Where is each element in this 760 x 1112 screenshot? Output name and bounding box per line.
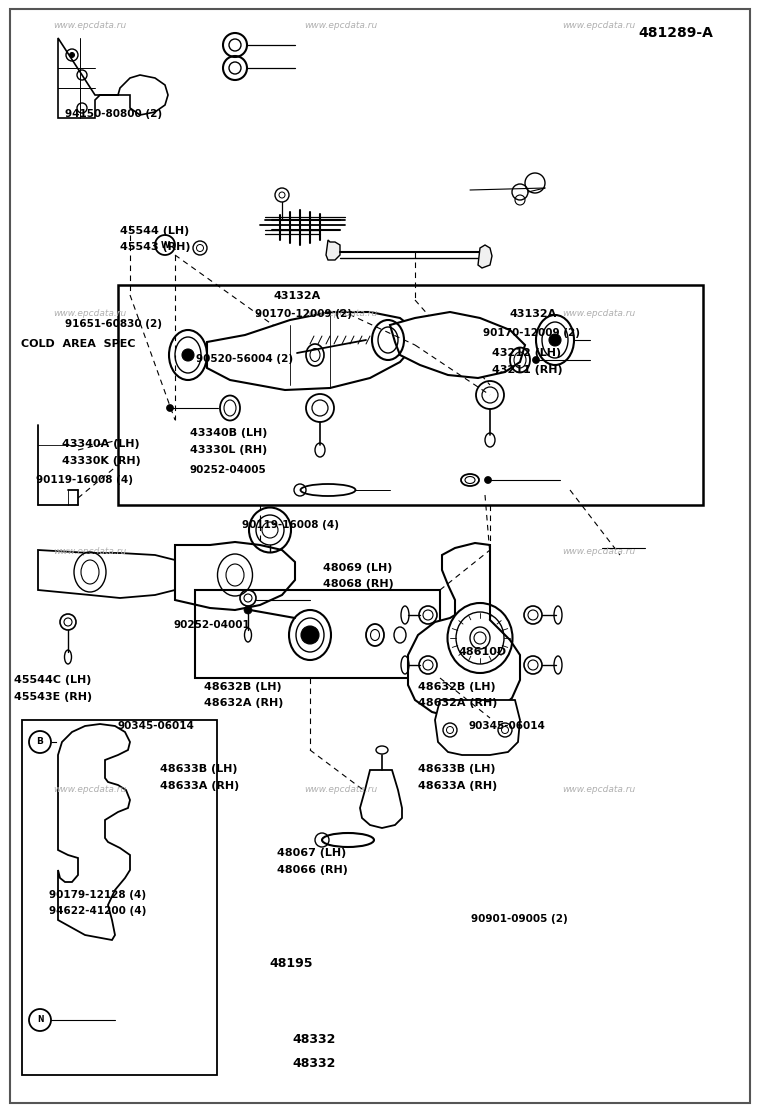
Text: 43211 (RH): 43211 (RH) [492,365,563,375]
Circle shape [549,334,561,346]
Text: www.epcdata.ru: www.epcdata.ru [304,785,377,794]
Polygon shape [478,245,492,268]
Circle shape [301,626,319,644]
Text: 94150-80800 (2): 94150-80800 (2) [65,109,162,119]
Text: 43212 (LH): 43212 (LH) [492,348,562,358]
Text: 48633A (RH): 48633A (RH) [418,781,497,791]
Text: 90345-06014: 90345-06014 [469,721,546,731]
Text: 90119-16008 (4): 90119-16008 (4) [36,475,134,485]
Text: 43340B (LH): 43340B (LH) [190,428,268,438]
Text: 48632A (RH): 48632A (RH) [204,698,283,708]
Text: 48069 (LH): 48069 (LH) [323,563,392,573]
Text: 94622-41200 (4): 94622-41200 (4) [49,906,147,916]
Polygon shape [38,550,175,598]
Text: 91651-60830 (2): 91651-60830 (2) [65,319,162,329]
Bar [118,285,703,505]
Text: 90901-09005 (2): 90901-09005 (2) [471,914,568,924]
Text: 48195: 48195 [270,957,313,970]
Circle shape [166,405,173,411]
Polygon shape [58,38,168,118]
Text: 48633B (LH): 48633B (LH) [418,764,496,774]
Text: 48632B (LH): 48632B (LH) [204,682,281,692]
Text: www.epcdata.ru: www.epcdata.ru [562,547,635,556]
Text: 43340A (LH): 43340A (LH) [62,439,140,449]
Text: 90119-16008 (4): 90119-16008 (4) [242,520,339,530]
Text: 48610D: 48610D [458,647,506,657]
Text: 90345-06014: 90345-06014 [118,721,195,731]
Text: 48633A (RH): 48633A (RH) [160,781,239,791]
Polygon shape [360,770,402,828]
Polygon shape [408,543,520,718]
Text: www.epcdata.ru: www.epcdata.ru [53,547,126,556]
Polygon shape [175,542,295,610]
Text: 90170-12009 (2): 90170-12009 (2) [483,328,580,338]
Text: 48068 (RH): 48068 (RH) [323,579,394,589]
Circle shape [533,357,540,364]
Text: 45543E (RH): 45543E (RH) [14,692,92,702]
Polygon shape [390,312,525,378]
Text: 45543 (RH): 45543 (RH) [120,242,191,252]
Text: 90252-04005: 90252-04005 [190,465,267,475]
Text: 90252-04001: 90252-04001 [173,620,250,631]
Text: 48633B (LH): 48633B (LH) [160,764,237,774]
Text: 48332: 48332 [293,1033,336,1045]
Text: 43132A: 43132A [274,291,321,301]
Text: 48332: 48332 [293,1058,336,1070]
Text: 45544C (LH): 45544C (LH) [14,675,91,685]
Text: www.epcdata.ru: www.epcdata.ru [53,785,126,794]
Circle shape [182,349,194,361]
Text: 48066 (RH): 48066 (RH) [277,865,348,875]
Text: www.epcdata.ru: www.epcdata.ru [562,309,635,318]
Text: W: W [160,240,169,249]
Text: COLD  AREA  SPEC: COLD AREA SPEC [21,339,136,349]
Circle shape [69,52,74,58]
Text: 48632B (LH): 48632B (LH) [418,682,496,692]
Text: 90170-12009 (2): 90170-12009 (2) [255,309,352,319]
Circle shape [244,606,252,614]
Text: 90179-12128 (4): 90179-12128 (4) [49,890,147,900]
Text: 481289-A: 481289-A [638,26,714,40]
Text: B: B [36,737,43,746]
Text: 48067 (LH): 48067 (LH) [277,848,347,858]
Polygon shape [58,724,130,940]
Circle shape [485,477,492,484]
Text: www.epcdata.ru: www.epcdata.ru [562,21,635,30]
Text: www.epcdata.ru: www.epcdata.ru [53,21,126,30]
Polygon shape [207,312,415,390]
Text: 43132A: 43132A [509,309,556,319]
Polygon shape [326,240,340,260]
Polygon shape [435,699,520,755]
Text: 45544 (LH): 45544 (LH) [120,226,189,236]
Text: 43330L (RH): 43330L (RH) [190,445,268,455]
Bar [195,590,440,678]
Text: www.epcdata.ru: www.epcdata.ru [562,785,635,794]
Bar [22,719,217,1075]
Text: 90520-56004 (2): 90520-56004 (2) [196,354,293,364]
Text: www.epcdata.ru: www.epcdata.ru [304,309,377,318]
Text: 43330K (RH): 43330K (RH) [62,456,141,466]
Text: www.epcdata.ru: www.epcdata.ru [304,21,377,30]
Text: www.epcdata.ru: www.epcdata.ru [53,309,126,318]
Text: 48632A (RH): 48632A (RH) [418,698,497,708]
Text: N: N [36,1015,43,1024]
